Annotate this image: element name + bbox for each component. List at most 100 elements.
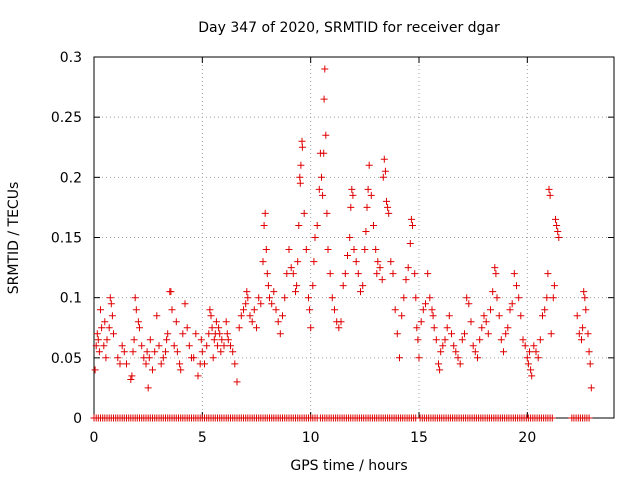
data-point [510, 270, 518, 278]
data-point [318, 173, 325, 181]
data-point [220, 342, 228, 350]
data-point [409, 222, 416, 229]
data-point [276, 330, 284, 338]
data-point [297, 161, 305, 169]
data-point [487, 306, 494, 314]
data-point [365, 161, 373, 169]
data-point [480, 312, 488, 320]
data-point [400, 294, 408, 302]
data-point [217, 348, 225, 356]
data-point [361, 246, 369, 253]
data-point [205, 330, 213, 338]
data-point [393, 330, 401, 338]
data-point [532, 348, 540, 356]
data-point [142, 360, 150, 368]
data-point [250, 306, 258, 314]
data-point [326, 270, 334, 278]
data-point [339, 282, 347, 290]
data-point [495, 312, 503, 320]
data-point [311, 234, 319, 241]
data-point [471, 348, 479, 356]
data-point [110, 330, 117, 338]
data-point [279, 312, 286, 320]
data-point [497, 336, 505, 344]
data-point [100, 342, 108, 350]
data-point [456, 360, 464, 368]
data-point [534, 354, 542, 362]
data-point [208, 324, 216, 332]
data-point [129, 348, 137, 356]
data-point [172, 318, 180, 326]
data-point [478, 324, 486, 332]
data-point [515, 294, 523, 302]
data-point [521, 342, 529, 350]
data-point [155, 342, 163, 350]
data-point [430, 324, 438, 332]
data-point [379, 173, 387, 181]
data-point [263, 270, 271, 278]
grid-layer [94, 57, 614, 418]
data-point [163, 336, 171, 344]
data-point [107, 300, 115, 308]
data-point [164, 330, 172, 338]
data-point [102, 354, 110, 362]
data-point [493, 294, 501, 302]
data-point [581, 294, 589, 302]
data-point [206, 306, 214, 314]
data-point [215, 324, 223, 332]
data-point [439, 342, 447, 350]
data-point [467, 318, 475, 326]
data-point [363, 203, 371, 211]
data-point [319, 191, 327, 199]
data-point [222, 318, 230, 326]
data-point [415, 354, 423, 362]
data-point [435, 360, 442, 368]
data-point [424, 270, 432, 278]
data-point [253, 324, 260, 332]
data-point [536, 336, 544, 344]
data-point [469, 342, 477, 350]
data-point [320, 95, 328, 103]
data-point [476, 336, 484, 344]
x-axis-label: GPS time / hours [290, 458, 407, 474]
data-point [585, 348, 593, 356]
data-point [387, 258, 395, 266]
data-point [177, 366, 185, 374]
data-point [294, 258, 302, 266]
data-point [398, 312, 406, 320]
data-point [216, 330, 224, 338]
data-point [212, 318, 220, 326]
data-point [513, 282, 520, 290]
data-point [292, 288, 299, 296]
data-point [582, 306, 590, 314]
data-point [298, 143, 306, 151]
data-point [586, 360, 594, 368]
data-point [108, 312, 116, 320]
data-point [151, 348, 159, 356]
data-point [437, 348, 445, 356]
data-point [157, 360, 165, 368]
y-tick-label: 0.25 [51, 110, 82, 126]
data-point [584, 330, 592, 338]
data-point [237, 312, 245, 320]
x-tick-label: 5 [198, 430, 207, 446]
points-layer [90, 65, 595, 422]
y-axis-label: SRMTID / TECUs [6, 182, 22, 295]
data-point [429, 312, 437, 320]
data-point [380, 155, 388, 163]
data-point [287, 264, 295, 272]
data-point [231, 360, 239, 368]
data-point [347, 203, 355, 211]
data-point [264, 282, 272, 290]
data-point [411, 270, 419, 278]
data-point [402, 276, 410, 284]
data-point [335, 324, 343, 332]
data-point [443, 324, 451, 332]
data-point [523, 354, 531, 362]
data-point [458, 336, 466, 344]
data-point [373, 270, 381, 278]
data-point [384, 203, 392, 211]
data-point [91, 366, 99, 374]
data-point [378, 276, 386, 284]
data-point [527, 366, 535, 374]
